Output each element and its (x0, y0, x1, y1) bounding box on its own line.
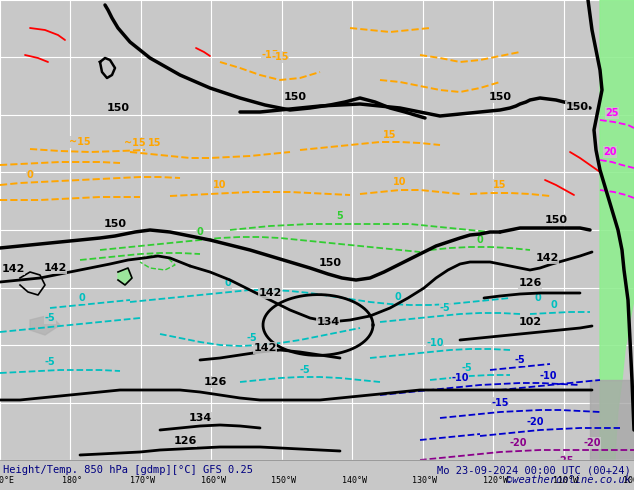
Text: 142: 142 (1, 264, 25, 274)
Text: 170°E: 170°E (0, 475, 15, 485)
Text: -5: -5 (515, 355, 526, 365)
Text: 0: 0 (394, 292, 401, 302)
Text: 0: 0 (79, 293, 86, 303)
Text: 15: 15 (148, 138, 162, 148)
Text: 0: 0 (197, 227, 204, 237)
Text: -15: -15 (491, 398, 508, 408)
Text: 10: 10 (213, 180, 227, 190)
Text: ~15: ~15 (69, 137, 91, 147)
Text: 142: 142 (258, 288, 281, 298)
Text: ~15: ~15 (124, 138, 146, 148)
Text: 10: 10 (393, 177, 407, 187)
Polygon shape (600, 0, 634, 460)
Text: 5: 5 (337, 211, 344, 221)
Text: 150: 150 (566, 102, 588, 112)
Text: 130°W: 130°W (412, 475, 437, 485)
Text: -20: -20 (583, 438, 601, 448)
Text: 150°W: 150°W (271, 475, 296, 485)
Text: Height/Temp. 850 hPa [gdmp][°C] GFS 0.25: Height/Temp. 850 hPa [gdmp][°C] GFS 0.25 (3, 465, 253, 475)
Text: 126: 126 (519, 278, 541, 288)
Text: -5: -5 (462, 363, 472, 373)
Text: 134: 134 (188, 413, 212, 423)
Text: 150: 150 (107, 103, 129, 113)
Text: Mo 23-09-2024 00:00 UTC (00+24): Mo 23-09-2024 00:00 UTC (00+24) (437, 465, 631, 475)
Text: 0: 0 (550, 300, 557, 310)
Text: -5: -5 (44, 313, 55, 323)
Text: 100°W: 100°W (623, 475, 634, 485)
Text: 150: 150 (489, 92, 512, 102)
Text: -20: -20 (509, 438, 527, 448)
Text: 140°W: 140°W (342, 475, 366, 485)
Text: -10: -10 (451, 373, 469, 383)
Text: 0: 0 (534, 293, 541, 303)
Text: -10: -10 (540, 371, 557, 381)
Text: -10: -10 (426, 338, 444, 348)
Text: 142: 142 (254, 343, 276, 353)
Polygon shape (118, 268, 132, 285)
Text: 120°W: 120°W (482, 475, 508, 485)
Text: -20: -20 (526, 417, 544, 427)
Text: ©weatheronline.co.uk: ©weatheronline.co.uk (506, 475, 631, 485)
Text: 150: 150 (318, 258, 342, 268)
Text: -5: -5 (300, 365, 311, 375)
Bar (0, 460, 634, 490)
Text: 0: 0 (27, 170, 34, 180)
Text: 160°W: 160°W (201, 475, 226, 485)
Text: 126: 126 (204, 377, 227, 387)
Text: -15: -15 (271, 52, 288, 62)
Text: 150: 150 (283, 92, 306, 102)
Text: 110°W: 110°W (553, 475, 578, 485)
Text: -5: -5 (247, 333, 257, 343)
Polygon shape (30, 315, 60, 335)
Text: -5: -5 (44, 357, 55, 367)
Text: 0: 0 (477, 235, 483, 245)
Text: 142: 142 (43, 263, 67, 273)
Text: 150: 150 (103, 219, 127, 229)
Text: 15: 15 (493, 180, 507, 190)
Text: 25: 25 (605, 108, 619, 118)
Text: 134: 134 (316, 317, 340, 327)
Text: 142: 142 (535, 253, 559, 263)
Text: 126: 126 (173, 436, 197, 446)
Text: -15: -15 (261, 50, 279, 60)
Text: 170°W: 170°W (131, 475, 155, 485)
Text: -5: -5 (439, 303, 450, 313)
Text: 0: 0 (224, 278, 231, 288)
Text: 150: 150 (545, 215, 567, 225)
Text: -25: -25 (556, 456, 574, 466)
Text: 102: 102 (519, 317, 541, 327)
Polygon shape (590, 380, 634, 460)
Text: 180°: 180° (62, 475, 82, 485)
Text: 15: 15 (383, 130, 397, 140)
Text: 20: 20 (603, 147, 617, 157)
